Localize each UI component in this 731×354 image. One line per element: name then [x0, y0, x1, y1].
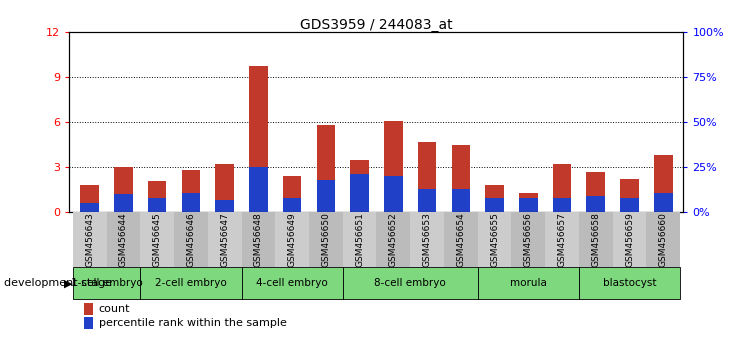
Text: GSM456660: GSM456660	[659, 212, 667, 267]
Bar	[452, 189, 470, 212]
Text: GSM456646: GSM456646	[186, 212, 195, 267]
Bar	[418, 189, 436, 212]
Text: 8-cell embryo: 8-cell embryo	[374, 278, 446, 288]
Text: GSM456653: GSM456653	[423, 212, 431, 267]
Text: GSM456652: GSM456652	[389, 212, 398, 267]
Bar	[586, 172, 605, 212]
Bar	[519, 193, 537, 212]
Bar	[174, 212, 208, 267]
Bar	[620, 198, 639, 212]
Bar	[553, 164, 572, 212]
Text: GSM456644: GSM456644	[119, 212, 128, 267]
Bar	[80, 185, 99, 212]
Bar	[350, 160, 369, 212]
Text: GSM456654: GSM456654	[456, 212, 466, 267]
Text: GSM456649: GSM456649	[287, 212, 297, 267]
Bar	[343, 267, 477, 299]
Bar	[80, 203, 99, 212]
Bar	[107, 212, 140, 267]
Bar	[216, 200, 234, 212]
Text: GSM456645: GSM456645	[153, 212, 162, 267]
Bar	[114, 167, 133, 212]
Bar	[485, 198, 504, 212]
Bar	[646, 212, 680, 267]
Bar	[586, 196, 605, 212]
Bar	[73, 267, 140, 299]
Bar	[350, 175, 369, 212]
Bar	[216, 164, 234, 212]
Text: GSM456656: GSM456656	[524, 212, 533, 267]
Text: ▶: ▶	[64, 278, 73, 288]
Bar	[384, 176, 403, 212]
Bar	[444, 212, 477, 267]
Bar	[181, 170, 200, 212]
Bar	[241, 212, 276, 267]
Bar	[477, 267, 579, 299]
Text: GSM456658: GSM456658	[591, 212, 600, 267]
Text: GSM456648: GSM456648	[254, 212, 263, 267]
Text: GSM456655: GSM456655	[490, 212, 499, 267]
Text: GSM456650: GSM456650	[322, 212, 330, 267]
Bar	[579, 212, 613, 267]
Text: GSM456651: GSM456651	[355, 212, 364, 267]
Text: GDS3959 / 244083_at: GDS3959 / 244083_at	[300, 18, 452, 32]
Bar	[343, 212, 376, 267]
Bar	[283, 198, 301, 212]
Bar	[654, 193, 673, 212]
Bar	[553, 198, 572, 212]
Bar	[140, 267, 241, 299]
Text: count: count	[99, 304, 130, 314]
Bar	[410, 212, 444, 267]
Bar	[512, 212, 545, 267]
Bar	[317, 180, 335, 212]
Bar	[114, 194, 133, 212]
Bar	[309, 212, 343, 267]
Bar	[613, 212, 646, 267]
Bar	[485, 185, 504, 212]
Bar	[545, 212, 579, 267]
Bar	[208, 212, 241, 267]
Bar	[276, 212, 309, 267]
Text: blastocyst: blastocyst	[603, 278, 656, 288]
Bar	[249, 167, 268, 212]
Bar	[148, 181, 167, 212]
Text: 4-cell embryo: 4-cell embryo	[257, 278, 328, 288]
Bar	[73, 212, 107, 267]
Bar	[620, 179, 639, 212]
Bar	[452, 145, 470, 212]
Bar	[283, 176, 301, 212]
Text: 2-cell embryo: 2-cell embryo	[155, 278, 227, 288]
Text: 1-cell embryo: 1-cell embryo	[71, 278, 143, 288]
Text: morula: morula	[510, 278, 547, 288]
Bar	[477, 212, 512, 267]
Text: GSM456657: GSM456657	[558, 212, 567, 267]
Text: development stage: development stage	[4, 278, 115, 288]
Bar	[654, 155, 673, 212]
Text: GSM456647: GSM456647	[220, 212, 229, 267]
Bar	[384, 121, 403, 212]
Text: percentile rank within the sample: percentile rank within the sample	[99, 318, 287, 328]
Bar	[148, 198, 167, 212]
Bar	[579, 267, 680, 299]
Text: GSM456659: GSM456659	[625, 212, 634, 267]
Bar	[418, 142, 436, 212]
Text: GSM456643: GSM456643	[86, 212, 94, 267]
Bar	[376, 212, 410, 267]
Bar	[140, 212, 174, 267]
Bar	[241, 267, 343, 299]
Bar	[317, 125, 335, 212]
Bar	[181, 193, 200, 212]
Bar	[519, 198, 537, 212]
Bar	[249, 67, 268, 212]
